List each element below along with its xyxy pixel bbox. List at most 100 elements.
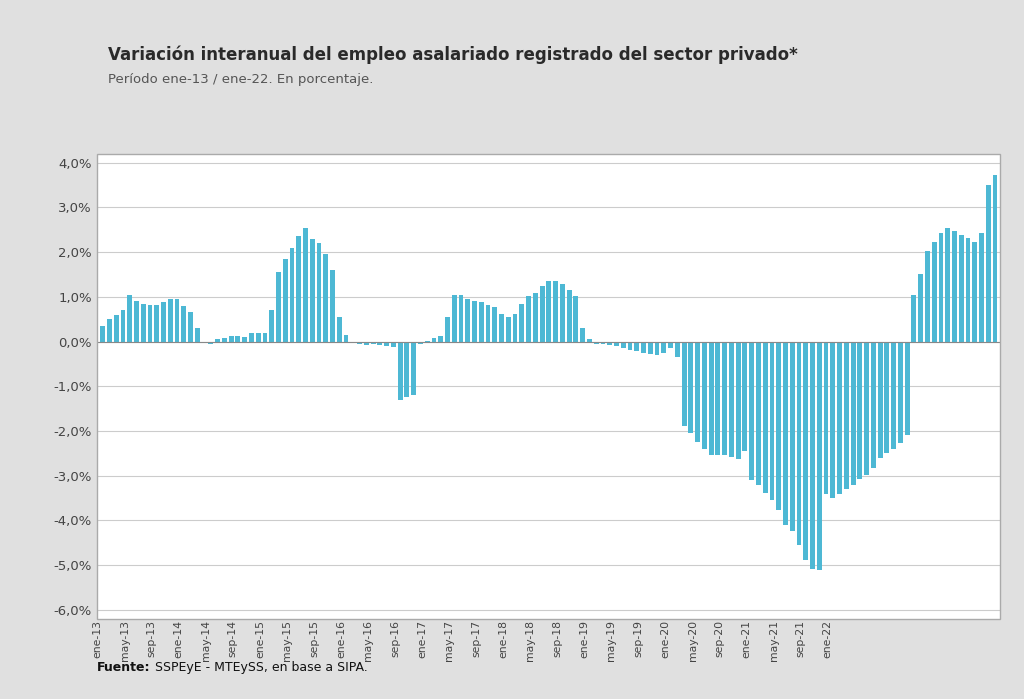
Bar <box>236 336 241 342</box>
Bar <box>986 185 990 342</box>
Bar <box>121 310 125 342</box>
Bar <box>695 342 700 442</box>
Bar <box>797 342 802 545</box>
Bar <box>973 243 977 342</box>
Bar <box>127 294 132 342</box>
Bar <box>452 294 457 342</box>
Bar <box>654 342 659 355</box>
Bar <box>594 342 599 344</box>
Bar <box>296 236 301 342</box>
Bar <box>526 296 531 342</box>
Bar <box>716 342 720 456</box>
Bar <box>992 175 997 342</box>
Bar <box>134 301 139 342</box>
Bar <box>459 294 464 342</box>
Bar <box>607 342 612 345</box>
Bar <box>141 303 145 342</box>
Bar <box>668 342 673 348</box>
Bar <box>344 335 348 342</box>
Bar <box>350 342 355 343</box>
Bar <box>330 270 335 342</box>
Bar <box>783 342 787 525</box>
Bar <box>560 284 565 342</box>
Bar <box>310 238 314 342</box>
Bar <box>742 342 748 451</box>
Bar <box>614 342 618 346</box>
Bar <box>493 307 498 342</box>
Bar <box>838 342 842 494</box>
Bar <box>587 339 592 342</box>
Bar <box>769 342 774 500</box>
Bar <box>202 342 207 343</box>
Bar <box>465 299 470 342</box>
Bar <box>932 243 937 342</box>
Bar <box>114 315 119 342</box>
Bar <box>222 338 226 342</box>
Bar <box>357 342 362 344</box>
Bar <box>566 290 571 342</box>
Bar <box>371 342 376 344</box>
Bar <box>925 251 930 342</box>
Bar <box>979 233 984 342</box>
Bar <box>519 303 524 342</box>
Bar <box>628 342 633 350</box>
Bar <box>857 342 862 480</box>
Bar <box>175 299 179 342</box>
Bar <box>722 342 727 456</box>
Bar <box>499 314 504 342</box>
Bar <box>215 339 220 342</box>
Bar <box>871 342 876 468</box>
Bar <box>581 328 585 342</box>
Bar <box>621 342 626 348</box>
Bar <box>391 342 396 347</box>
Bar <box>864 342 869 475</box>
Text: SSPEyE - MTEySS, en base a SIPA.: SSPEyE - MTEySS, en base a SIPA. <box>151 661 368 674</box>
Bar <box>701 342 707 449</box>
Bar <box>438 336 443 342</box>
Bar <box>641 342 646 353</box>
Bar <box>830 342 836 498</box>
Bar <box>648 342 652 354</box>
Text: Variación interanual del empleo asalariado registrado del sector privado*: Variación interanual del empleo asalaria… <box>108 45 798 64</box>
Bar <box>898 342 903 443</box>
Bar <box>485 305 490 342</box>
Bar <box>283 259 288 342</box>
Bar <box>966 238 971 342</box>
Bar <box>228 336 233 342</box>
Text: Período ene-13 / ene-22. En porcentaje.: Período ene-13 / ene-22. En porcentaje. <box>108 73 373 87</box>
Bar <box>817 342 821 570</box>
Bar <box>844 342 849 489</box>
Bar <box>168 299 173 342</box>
Bar <box>425 340 430 342</box>
Bar <box>939 233 943 342</box>
Bar <box>181 305 186 342</box>
Bar <box>209 342 213 344</box>
Bar <box>243 337 247 342</box>
Bar <box>506 317 511 342</box>
Bar <box>756 342 761 485</box>
Bar <box>431 338 436 342</box>
Bar <box>600 342 605 344</box>
Bar <box>188 312 193 342</box>
Bar <box>195 328 200 342</box>
Bar <box>851 342 855 484</box>
Bar <box>709 342 714 456</box>
Bar <box>682 342 686 426</box>
Bar <box>412 342 416 395</box>
Bar <box>316 243 322 342</box>
Bar <box>662 342 667 353</box>
Bar <box>891 342 896 449</box>
Bar <box>397 342 402 400</box>
Bar <box>337 317 342 342</box>
Bar <box>823 342 828 494</box>
Text: Fuente:: Fuente: <box>97 661 151 674</box>
Bar <box>729 342 734 457</box>
Bar <box>324 254 329 342</box>
Bar <box>155 305 159 342</box>
Bar <box>532 294 538 342</box>
Bar <box>790 342 795 531</box>
Bar <box>479 302 483 342</box>
Bar <box>147 305 153 342</box>
Bar <box>364 342 369 345</box>
Bar <box>776 342 781 510</box>
